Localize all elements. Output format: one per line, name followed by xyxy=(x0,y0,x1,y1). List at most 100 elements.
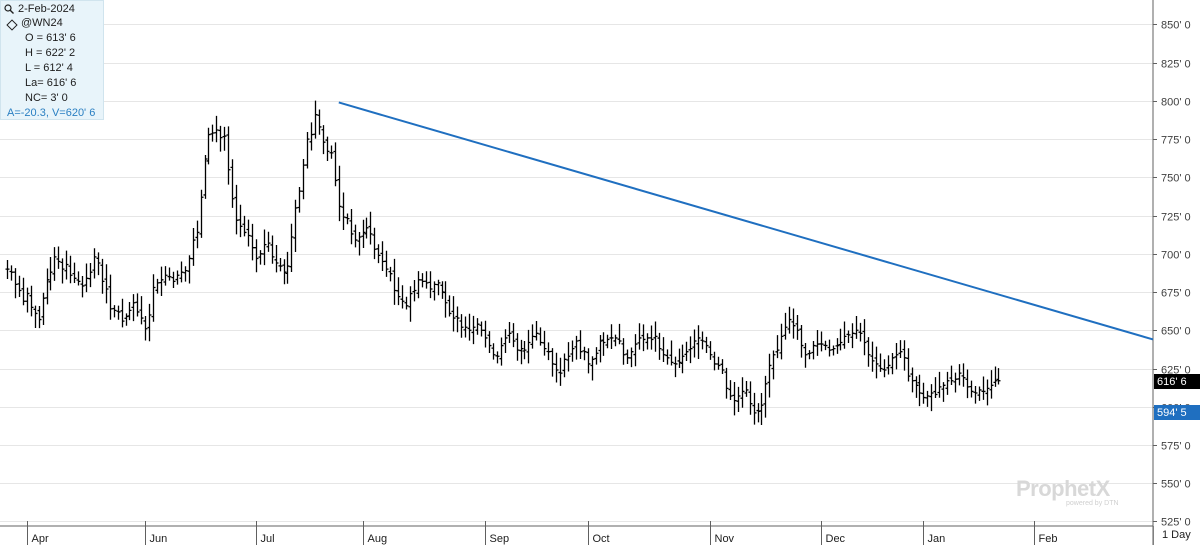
x-tick-label: Oct xyxy=(593,533,610,545)
ohlc-bar xyxy=(716,356,721,370)
ohlc-bar xyxy=(661,337,666,362)
ohlc-bar xyxy=(321,125,326,155)
ohlc-bar xyxy=(989,370,994,399)
ohlc-bar xyxy=(293,199,298,252)
ohlc-bar xyxy=(574,335,579,360)
ohlc-bar xyxy=(763,375,768,418)
ohlc-bar xyxy=(712,351,717,371)
ohlc-bar xyxy=(270,235,275,264)
ohlc-bar xyxy=(629,347,634,368)
ohlc-bar xyxy=(495,351,500,364)
y-tick-label: 550' 0 xyxy=(1161,479,1191,491)
trendline[interactable] xyxy=(338,101,1154,341)
ohlc-bar xyxy=(598,334,603,363)
ohlc-bar xyxy=(337,165,342,222)
ohlc-bar xyxy=(33,305,38,329)
ohlc-bar xyxy=(925,390,930,407)
ohlc-bar xyxy=(48,257,53,291)
ohlc-bar xyxy=(143,316,148,341)
ohlc-bar xyxy=(487,331,492,353)
diamond-icon xyxy=(6,19,18,31)
ohlc-bar xyxy=(838,328,843,351)
ohlc-bar xyxy=(25,287,30,313)
ohlc-bar xyxy=(155,278,160,294)
ohlc-bar xyxy=(617,323,622,345)
ohlc-bar xyxy=(317,109,322,135)
ohlc-bar xyxy=(210,124,215,142)
ohlc-bar xyxy=(341,192,346,231)
last-price-tag-bg xyxy=(1154,374,1200,389)
ohlc-bar xyxy=(428,271,433,299)
ohlc-bar xyxy=(767,353,772,398)
ohlc-bar xyxy=(285,251,290,284)
ohlc-bar xyxy=(894,343,899,370)
period-selector[interactable]: 1 Day xyxy=(1153,526,1200,545)
info-net-change: NC= 3' 0 xyxy=(25,92,68,104)
ohlc-bar xyxy=(874,346,879,379)
ohlc-bar xyxy=(191,227,196,266)
ohlc-bar xyxy=(499,337,504,366)
ohlc-bar xyxy=(550,348,555,377)
ohlc-bar xyxy=(9,265,14,281)
y-tick-label: 850' 0 xyxy=(1161,20,1191,32)
ohlc-bar xyxy=(728,380,733,401)
ohlc-bar xyxy=(222,126,227,151)
ohlc-bar xyxy=(684,341,689,362)
ohlc-bar xyxy=(890,353,895,375)
ohlc-bar xyxy=(179,261,184,283)
trendline-price-tag: 594' 5 xyxy=(1154,405,1200,420)
ohlc-bar xyxy=(479,321,484,337)
ohlc-bar xyxy=(313,100,318,139)
ohlc-bar xyxy=(139,296,144,325)
ohlc-bar xyxy=(52,247,57,281)
ohlc-bar xyxy=(842,321,847,349)
ohlc-bar xyxy=(100,258,105,294)
ohlc-bar xyxy=(127,301,132,321)
ohlc-bar xyxy=(384,250,389,277)
ohlc-bar xyxy=(633,334,638,367)
x-tick-label: Aug xyxy=(368,533,388,545)
ohlc-bar xyxy=(396,277,401,306)
y-tick-label: 725' 0 xyxy=(1161,212,1191,224)
ohlc-bar xyxy=(29,285,34,317)
ohlc-bar xyxy=(566,342,571,372)
x-tick-label: Jul xyxy=(261,533,275,545)
ohlc-bar xyxy=(621,338,626,365)
ohlc-bar xyxy=(704,336,709,354)
ohlc-bar xyxy=(364,217,369,239)
ohlc-bar xyxy=(380,241,385,271)
ohlc-bar xyxy=(526,329,531,364)
ohlc-bar xyxy=(171,271,176,289)
ohlc-bar xyxy=(641,324,646,352)
ohlc-bar xyxy=(957,364,962,386)
ohlc-bar xyxy=(562,353,567,378)
ohlc-bar xyxy=(815,329,820,356)
ohlc-bar xyxy=(914,376,919,398)
ohlc-bar xyxy=(278,258,283,272)
info-high: H = 622' 2 xyxy=(25,47,76,59)
ohlc-bar xyxy=(289,223,294,272)
ohlc-bar xyxy=(483,320,488,348)
ohlc-bar xyxy=(250,223,255,261)
ohlc-bar xyxy=(388,266,393,282)
ohlc-bar xyxy=(862,319,867,356)
ohlc-bar xyxy=(372,227,377,260)
ohlc-bar xyxy=(878,353,883,372)
ohlc-bar xyxy=(325,136,330,162)
ohlc-bar xyxy=(653,321,658,352)
ohlc-bar xyxy=(795,315,800,340)
ohlc-bar xyxy=(392,258,397,305)
ohlc-bar xyxy=(752,392,757,425)
info-angle-value: A=-20.3, V=620' 6 xyxy=(7,107,96,119)
x-tick-label: Apr xyxy=(32,533,49,545)
ohlc-bar xyxy=(692,329,697,358)
ohlc-bar xyxy=(447,295,452,317)
ohlc-bar xyxy=(688,336,693,364)
ohlc-bar xyxy=(917,374,922,407)
ohlc-bar xyxy=(906,348,911,382)
info-open: O = 613' 6 xyxy=(25,32,76,44)
y-tick-label: 700' 0 xyxy=(1161,250,1191,262)
ohlc-bar xyxy=(21,277,26,306)
